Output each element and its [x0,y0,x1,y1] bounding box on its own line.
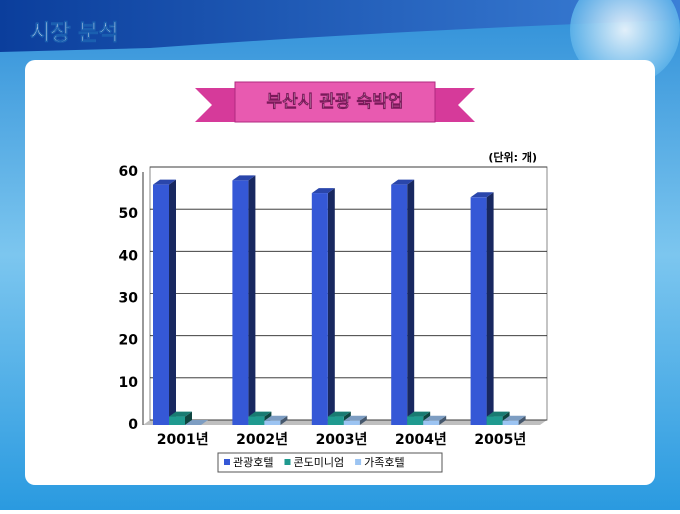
bar-face [407,411,431,417]
header-band [0,0,680,52]
bar [153,179,176,425]
y-tick-label: 20 [119,333,139,349]
x-tick-label: 2001년 [157,432,209,448]
bar-face [359,415,367,425]
bar [423,415,447,425]
x-tick-label: 2002년 [236,432,288,448]
bar-face [391,184,408,425]
bar-face [264,415,288,421]
bar-face [311,193,328,425]
legend-box [217,452,443,473]
bar [185,420,208,425]
bar-face [407,179,415,425]
y-tick-label: 10 [119,375,139,391]
bar-face [407,416,424,425]
bar-face [502,420,519,425]
bar-face [327,188,335,425]
bar [264,415,288,425]
bar-face [343,420,360,425]
bar-face [169,411,192,417]
y-tick-label: 50 [119,206,139,222]
bar-face [280,415,288,425]
bar [343,415,367,425]
bar-face [169,416,185,425]
legend-swatch [284,459,291,465]
bar-face [185,420,208,425]
x-tick-label: 2003년 [316,432,368,448]
bar-face [311,188,335,194]
bar-face [248,175,256,425]
bar-face [486,192,494,425]
legend-swatch [355,459,362,465]
bar-face [439,415,447,425]
bar-face [248,416,265,425]
bar-face [470,192,494,198]
bar-face [264,420,281,425]
slide-title: 시장 분석 [30,21,119,46]
bar-face [486,411,510,417]
bar [232,175,256,425]
bar [311,188,335,425]
bar-face [232,175,256,181]
bar-face [232,180,249,425]
x-tick-label: 2004년 [395,432,447,448]
legend-swatch [224,459,230,465]
chart-title: 부산시 관광 숙박업 [267,92,404,112]
y-tick-label: 0 [128,417,138,433]
bar-face [423,420,440,425]
bar [391,179,415,425]
y-tick-label: 60 [119,164,139,180]
bar [169,411,192,425]
bar-face [518,415,526,425]
chart: 0 10 20 30 40 50 60 2001년 2002년 2003년 2004년 2005년관광… [119,164,547,473]
bar-face [502,415,526,421]
bar-face [391,179,415,185]
bar-face [169,179,176,425]
bar [502,415,526,425]
bar-face [327,416,344,425]
bar-face [343,415,367,421]
bar-face [153,184,169,425]
bar [470,192,494,425]
bar-face [423,415,447,421]
bar-face [248,411,272,417]
legend-label: 가족호텔 [364,456,404,469]
bar-face [153,179,176,185]
unit-note: (단위: 개) [488,150,537,164]
legend-label: 콘도미니엄 [293,456,344,469]
title-ribbon: 부산시 관광 숙박업 [195,81,475,123]
bar-face [327,411,351,417]
x-tick-label: 2005년 [474,432,526,448]
bar-face [486,416,503,425]
bar-face [185,411,192,425]
bar-face [470,197,487,425]
y-tick-label: 30 [119,291,139,307]
legend-label: 관광호텔 [233,456,273,469]
y-tick-label: 40 [119,248,139,264]
